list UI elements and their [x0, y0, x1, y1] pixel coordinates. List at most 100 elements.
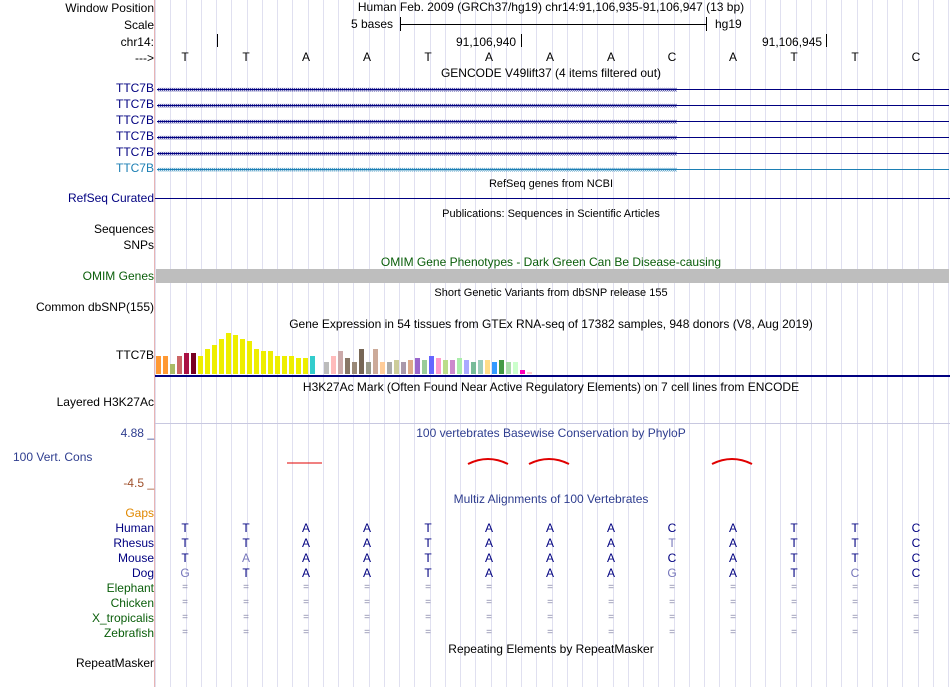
gtex-label[interactable]: TTC7B — [115, 348, 154, 362]
gtex-tissue-bar[interactable] — [408, 360, 413, 374]
gtex-tissue-bar[interactable] — [429, 356, 434, 374]
gtex-tissue-bar[interactable] — [310, 356, 315, 374]
gtex-tissue-bar[interactable] — [485, 360, 490, 374]
aligned-base: A — [728, 551, 737, 565]
gtex-tissue-bar[interactable] — [254, 349, 259, 374]
gencode-transcript-feature[interactable]: ‹‹‹‹‹‹‹‹‹‹‹‹‹‹‹‹‹‹‹‹‹‹‹‹‹‹‹‹‹‹‹‹‹‹‹‹‹‹‹‹… — [157, 100, 677, 110]
gtex-tissue-bar[interactable] — [219, 339, 224, 374]
species-label[interactable]: X_tropicalis — [91, 611, 154, 625]
gtex-tissue-bar[interactable] — [289, 356, 294, 374]
grid-line — [688, 0, 690, 687]
gtex-tissue-bar[interactable] — [450, 360, 455, 374]
gencode-transcript-label[interactable]: TTC7B — [115, 161, 154, 175]
aligned-base: T — [181, 536, 189, 550]
gtex-tissue-bar[interactable] — [261, 351, 266, 374]
gtex-tissue-bar[interactable] — [324, 362, 329, 374]
gtex-tissue-bar[interactable] — [415, 358, 420, 374]
dbsnp-label[interactable]: Common dbSNP(155) — [35, 300, 154, 314]
gencode-transcript-feature[interactable]: ‹‹‹‹‹‹‹‹‹‹‹‹‹‹‹‹‹‹‹‹‹‹‹‹‹‹‹‹‹‹‹‹‹‹‹‹‹‹‹‹… — [157, 164, 677, 174]
gtex-tissue-bar[interactable] — [345, 358, 350, 374]
omim-feature[interactable] — [156, 269, 949, 283]
gtex-tissue-bar[interactable] — [163, 356, 168, 374]
gtex-tissue-bar[interactable] — [177, 356, 182, 374]
species-label[interactable]: Zebrafish — [103, 626, 154, 640]
gtex-tissue-bar[interactable] — [387, 362, 392, 374]
gtex-tissue-bar[interactable] — [233, 335, 238, 374]
reference-base: T — [181, 50, 189, 64]
species-label[interactable]: Mouse — [117, 551, 154, 565]
gtex-tissue-bar[interactable] — [373, 349, 378, 374]
gtex-tissue-bar[interactable] — [317, 370, 322, 374]
gtex-tissue-bar[interactable] — [352, 362, 357, 374]
gtex-tissue-bar[interactable] — [212, 345, 217, 374]
gtex-tissue-bar[interactable] — [268, 351, 273, 374]
gencode-transcript-label[interactable]: TTC7B — [115, 97, 154, 111]
species-label[interactable]: Human — [115, 521, 154, 535]
gtex-tissue-bar[interactable] — [499, 360, 504, 374]
gtex-tissue-bar[interactable] — [359, 349, 364, 374]
gtex-tissue-bar[interactable] — [296, 358, 301, 374]
gtex-tissue-bar[interactable] — [520, 370, 525, 374]
gtex-tissue-bar[interactable] — [401, 362, 406, 374]
species-label[interactable]: Elephant — [106, 581, 154, 595]
gtex-tissue-bar[interactable] — [506, 362, 511, 374]
ruler-tick — [217, 34, 218, 47]
gtex-tissue-bar[interactable] — [156, 356, 161, 374]
gtex-tissue-bar[interactable] — [191, 353, 196, 374]
repeatmasker-label[interactable]: RepeatMasker — [75, 656, 154, 670]
gtex-tissue-bar[interactable] — [471, 362, 476, 374]
gtex-tissue-bar[interactable] — [443, 360, 448, 374]
gencode-intron-line — [157, 105, 949, 106]
sequences-label[interactable]: Sequences — [93, 222, 154, 236]
aligned-base: = — [182, 612, 188, 623]
gtex-tissue-bar[interactable] — [184, 353, 189, 374]
phylop-signal[interactable] — [155, 455, 950, 469]
grid-line — [917, 0, 919, 687]
gencode-transcript-label[interactable]: TTC7B — [115, 145, 154, 159]
gtex-tissue-bar[interactable] — [275, 356, 280, 374]
refseq-feature[interactable] — [155, 198, 950, 199]
species-label[interactable]: Rhesus — [113, 536, 154, 550]
gtex-tissue-bar[interactable] — [338, 351, 343, 374]
gtex-tissue-bar[interactable] — [303, 358, 308, 374]
gtex-tissue-bar[interactable] — [436, 358, 441, 374]
gencode-transcript-feature[interactable]: ‹‹‹‹‹‹‹‹‹‹‹‹‹‹‹‹‹‹‹‹‹‹‹‹‹‹‹‹‹‹‹‹‹‹‹‹‹‹‹‹… — [157, 116, 677, 126]
species-label[interactable]: Dog — [131, 566, 154, 580]
gtex-tissue-bar[interactable] — [226, 333, 231, 374]
gtex-tissue-bar[interactable] — [331, 356, 336, 374]
gencode-transcript-feature[interactable]: ‹‹‹‹‹‹‹‹‹‹‹‹‹‹‹‹‹‹‹‹‹‹‹‹‹‹‹‹‹‹‹‹‹‹‹‹‹‹‹‹… — [157, 132, 677, 142]
h3k27ac-label[interactable]: Layered H3K27Ac — [56, 395, 154, 409]
gtex-tissue-bar[interactable] — [457, 358, 462, 374]
gtex-tissue-bar[interactable] — [464, 360, 469, 374]
gtex-tissue-bar[interactable] — [527, 372, 532, 374]
refseq-label[interactable]: RefSeq Curated — [67, 191, 154, 205]
gencode-transcript-feature[interactable]: ‹‹‹‹‹‹‹‹‹‹‹‹‹‹‹‹‹‹‹‹‹‹‹‹‹‹‹‹‹‹‹‹‹‹‹‹‹‹‹‹… — [157, 84, 677, 94]
gtex-tissue-bar[interactable] — [492, 362, 497, 374]
gtex-tissue-bar[interactable] — [170, 364, 175, 374]
gtex-tissue-bar[interactable] — [247, 341, 252, 374]
gtex-tissue-bar[interactable] — [380, 362, 385, 374]
gtex-tissue-bar[interactable] — [366, 362, 371, 374]
gencode-transcript-label[interactable]: TTC7B — [115, 113, 154, 127]
omim-label[interactable]: OMIM Genes — [82, 269, 154, 283]
gencode-transcript-feature[interactable]: ‹‹‹‹‹‹‹‹‹‹‹‹‹‹‹‹‹‹‹‹‹‹‹‹‹‹‹‹‹‹‹‹‹‹‹‹‹‹‹‹… — [157, 148, 677, 158]
gtex-tissue-bar[interactable] — [205, 349, 210, 374]
h3k27ac-bottom-line — [155, 423, 950, 424]
reference-base: A — [545, 50, 554, 64]
gtex-bar-chart[interactable] — [156, 332, 536, 374]
snps-label[interactable]: SNPs — [123, 238, 154, 252]
gtex-tissue-bar[interactable] — [394, 360, 399, 374]
gtex-tissue-bar[interactable] — [478, 360, 483, 374]
gtex-tissue-bar[interactable] — [282, 356, 287, 374]
gtex-tissue-bar[interactable] — [422, 360, 427, 374]
grid-line — [521, 0, 522, 687]
phylop-label[interactable]: 100 Vert. Cons — [13, 450, 93, 464]
phylop-peak — [467, 458, 509, 465]
gtex-tissue-bar[interactable] — [198, 356, 203, 374]
gencode-transcript-label[interactable]: TTC7B — [115, 81, 154, 95]
gencode-transcript-label[interactable]: TTC7B — [115, 129, 154, 143]
gtex-tissue-bar[interactable] — [240, 339, 245, 374]
gtex-tissue-bar[interactable] — [513, 362, 518, 374]
species-label[interactable]: Chicken — [110, 596, 154, 610]
